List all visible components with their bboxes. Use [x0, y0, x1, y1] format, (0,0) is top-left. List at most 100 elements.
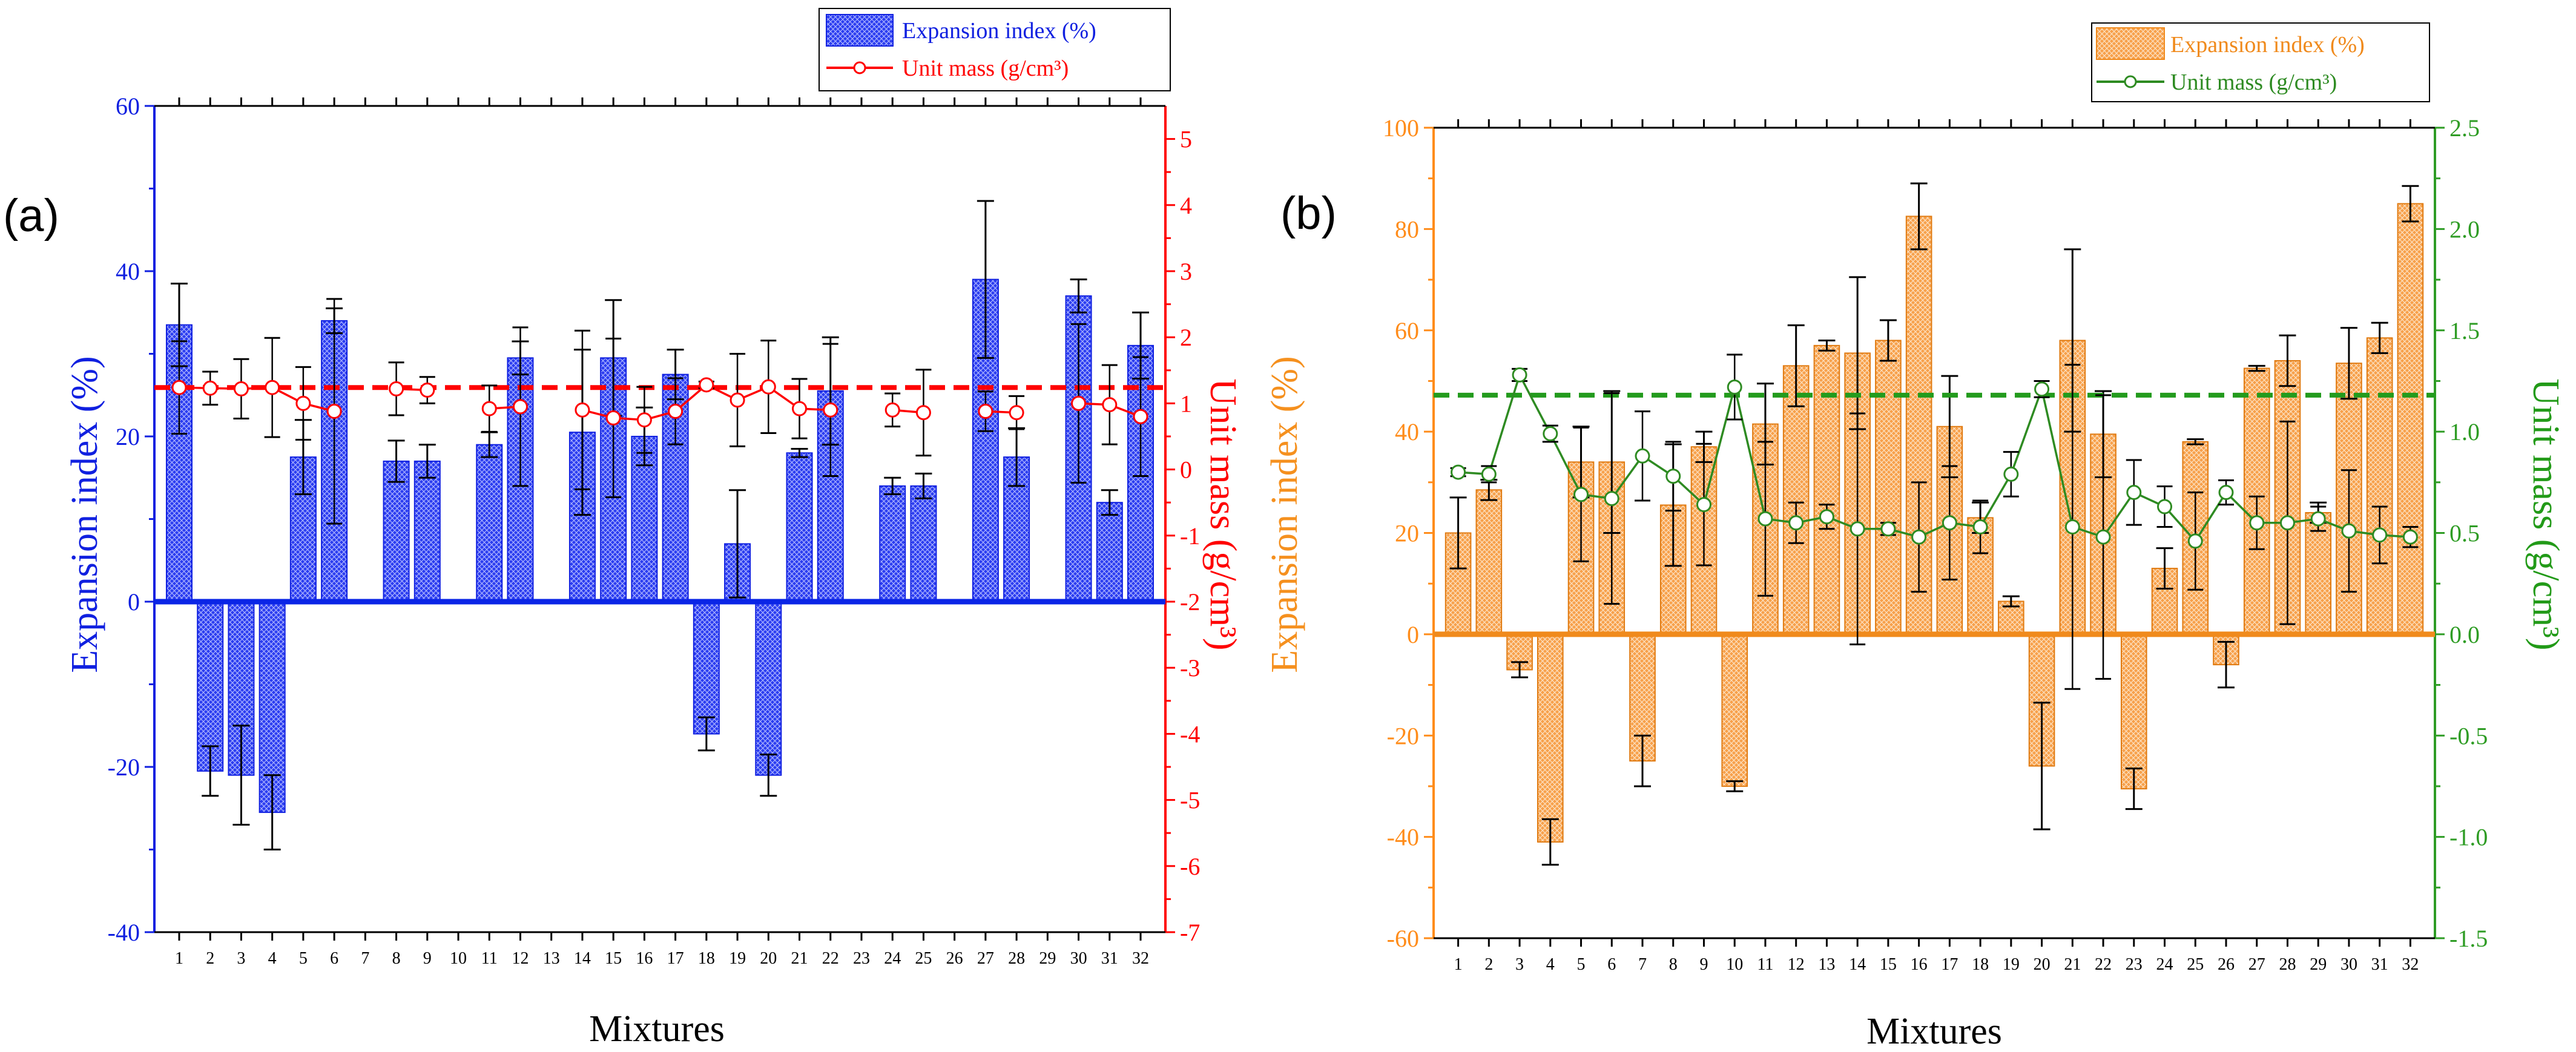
pb-data-point	[1481, 466, 1497, 482]
pa-xtick-label: 1	[175, 949, 183, 968]
pa-data-point	[823, 402, 838, 418]
pb-bar	[2120, 633, 2147, 790]
pa-xtick-label: 14	[574, 949, 591, 968]
legend-a-bar-label: Expansion index (%)	[902, 18, 1096, 44]
pb-xtick-label: 10	[1726, 955, 1743, 974]
pb-xtick-label: 1	[1454, 955, 1463, 974]
pa-data-point	[202, 380, 218, 396]
pa-ytick-label: 20	[116, 423, 140, 450]
pb-xtick-label: 9	[1699, 955, 1708, 974]
pb-xtick-label: 13	[1818, 955, 1835, 974]
pa-data-point	[978, 404, 993, 419]
pb-xtick-label: 28	[2279, 955, 2296, 974]
pa-data-point	[605, 410, 621, 426]
pb-data-point	[2341, 523, 2357, 539]
pb-ytick-label: 20	[1395, 520, 1419, 547]
pa-xtick-label: 15	[605, 949, 622, 968]
pb-bar	[1475, 489, 1503, 635]
pa-ytick-label: 0	[128, 588, 140, 616]
pa-data-point	[171, 380, 187, 395]
pb-data-point	[1757, 511, 1773, 527]
pa-xtick-label: 30	[1070, 949, 1087, 968]
pb-xtick-label: 32	[2402, 955, 2419, 974]
pb-xtick-label: 19	[2003, 955, 2020, 974]
pb-bar	[1875, 340, 1902, 635]
pb-bar	[2397, 203, 2424, 635]
pa-y2tick-label: -7	[1180, 919, 1200, 946]
pa-y2tick-label: -1	[1180, 522, 1200, 550]
pa-y2tick-label: 0	[1180, 456, 1192, 484]
pb-y2tick-label: 2.0	[2449, 215, 2480, 243]
pa-data-point	[1071, 395, 1087, 411]
pb-xtick-label: 14	[1849, 955, 1866, 974]
pa-data-point	[575, 402, 590, 418]
pa-y2tick-label: -5	[1180, 787, 1200, 814]
pb-y2tick-label: 0.0	[2449, 621, 2480, 648]
pb-xtick-label: 23	[2126, 955, 2143, 974]
legend-a: Expansion index (%) Unit mass (g/cm³)	[819, 8, 1171, 91]
pb-xtick-label: 8	[1669, 955, 1678, 974]
pb-y2tick-label: 1.0	[2449, 418, 2480, 445]
pa-data-point	[420, 383, 435, 398]
pa-data-point	[512, 399, 528, 415]
pb-xtick-label: 12	[1788, 955, 1805, 974]
pa-series-line	[179, 386, 335, 413]
pa-y2tick-label: -4	[1180, 720, 1200, 748]
pb-y2tick-label: 2.5	[2449, 114, 2480, 142]
pb-ytick-label: -20	[1387, 722, 1419, 749]
pb-data-point	[2157, 499, 2173, 514]
pb-bar	[1813, 344, 1840, 635]
pa-y2tick-label: 2	[1180, 324, 1192, 351]
pb-data-point	[1451, 464, 1466, 480]
pa-data-point	[915, 405, 931, 421]
pb-bar	[2366, 337, 2393, 635]
pa-xtick-label: 5	[299, 949, 308, 968]
pb-data-point	[2187, 533, 2203, 549]
pa-bar	[662, 373, 689, 602]
pb-data-point	[2402, 529, 2418, 545]
pa-y2tick-label: 4	[1180, 192, 1192, 219]
legend-a-line-label: Unit mass (g/cm³)	[902, 56, 1069, 81]
pa-bar	[693, 601, 720, 735]
pa-xtick-label: 7	[361, 949, 369, 968]
pa-xtick-label: 26	[946, 949, 963, 968]
pa-data-point	[760, 379, 776, 395]
pa-xtick-label: 19	[729, 949, 746, 968]
pb-xtick-label: 31	[2371, 955, 2388, 974]
pb-xtick-label: 20	[2034, 955, 2051, 974]
legend-b-line-marker	[2124, 75, 2137, 88]
pb-xtick-label: 5	[1577, 955, 1586, 974]
pb-ytick-label: -60	[1387, 925, 1419, 952]
panel-a-label: (a)	[3, 190, 59, 242]
pb-bar	[1782, 365, 1810, 635]
pa-data-point	[884, 402, 900, 418]
pb-data-point	[2279, 515, 2295, 531]
pa-xtick-label: 29	[1039, 949, 1056, 968]
pa-bar	[631, 436, 658, 602]
pb-xtick-label: 3	[1515, 955, 1524, 974]
pa-data-point	[636, 412, 652, 428]
pb-y2tick-label: 0.5	[2449, 520, 2480, 547]
pa-data-point	[668, 404, 684, 419]
pb-y2tick-label: -0.5	[2449, 722, 2488, 749]
pa-bar	[910, 485, 937, 603]
legend-b-line-label: Unit mass (g/cm³)	[2170, 70, 2337, 95]
pa-y2tick-label: 5	[1180, 126, 1192, 153]
pb-data-point	[2126, 485, 2142, 501]
pb-data-point	[2003, 466, 2019, 482]
y2label-a: Unit mass (g/cm³)	[1202, 378, 1244, 650]
pb-data-point	[2064, 519, 2080, 534]
pa-xtick-label: 32	[1132, 949, 1149, 968]
pa-bar	[1096, 502, 1123, 603]
pb-data-point	[2218, 485, 2234, 501]
pb-ytick-label: -40	[1387, 824, 1419, 851]
pa-xtick-label: 27	[977, 949, 994, 968]
pa-bar	[755, 601, 782, 776]
y2label-b: Unit mass (g/cm³)	[2525, 378, 2566, 650]
pb-xtick-label: 16	[1911, 955, 1928, 974]
pa-data-point	[389, 381, 404, 396]
pa-xtick-label: 16	[636, 949, 653, 968]
pb-xtick-label: 6	[1607, 955, 1616, 974]
pa-ytick-label: -20	[108, 754, 140, 781]
